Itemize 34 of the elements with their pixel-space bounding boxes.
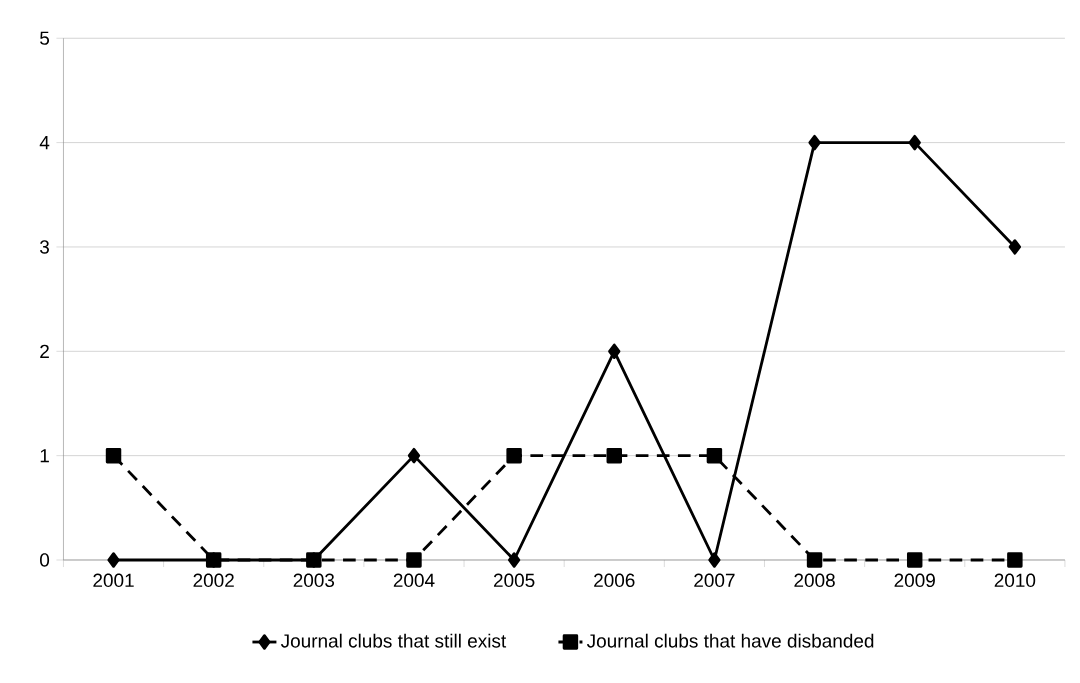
y-tick-label: 2 — [40, 344, 49, 358]
y-tick-label: 0 — [40, 553, 50, 567]
x-tick-label: 2006 — [594, 573, 635, 587]
point — [608, 343, 621, 359]
y-tick-label: 1 — [40, 448, 49, 462]
x-tick-label: 2010 — [994, 573, 1036, 587]
point — [806, 552, 823, 568]
legend-label: Journal clubs that still exist — [280, 633, 507, 648]
point — [606, 447, 622, 464]
point — [105, 447, 122, 464]
y-tick-label: 3 — [40, 240, 49, 254]
x-tick-label: 2005 — [493, 573, 535, 587]
point — [708, 552, 721, 568]
point — [1008, 239, 1022, 255]
x-tick-label: 2002 — [193, 573, 234, 587]
x-tick-label: 2003 — [293, 573, 335, 587]
point — [407, 447, 421, 464]
point — [908, 134, 921, 151]
y-tick-label: 4 — [39, 135, 50, 149]
x-tick-label: 2007 — [694, 573, 735, 587]
point — [107, 552, 120, 568]
x-tick-label: 2004 — [393, 573, 435, 587]
point — [706, 447, 723, 464]
point — [808, 134, 821, 151]
x-tick-label: 2008 — [794, 573, 835, 587]
point — [406, 552, 422, 568]
x-tick-label: 2009 — [894, 573, 935, 587]
x-tick-label: 2001 — [93, 573, 134, 587]
point — [906, 552, 923, 568]
point — [507, 552, 521, 568]
y-tick-label: 5 — [40, 31, 50, 45]
point — [506, 447, 522, 464]
point — [1007, 552, 1023, 568]
legend-label: Journal clubs that have disbanded — [586, 633, 874, 648]
